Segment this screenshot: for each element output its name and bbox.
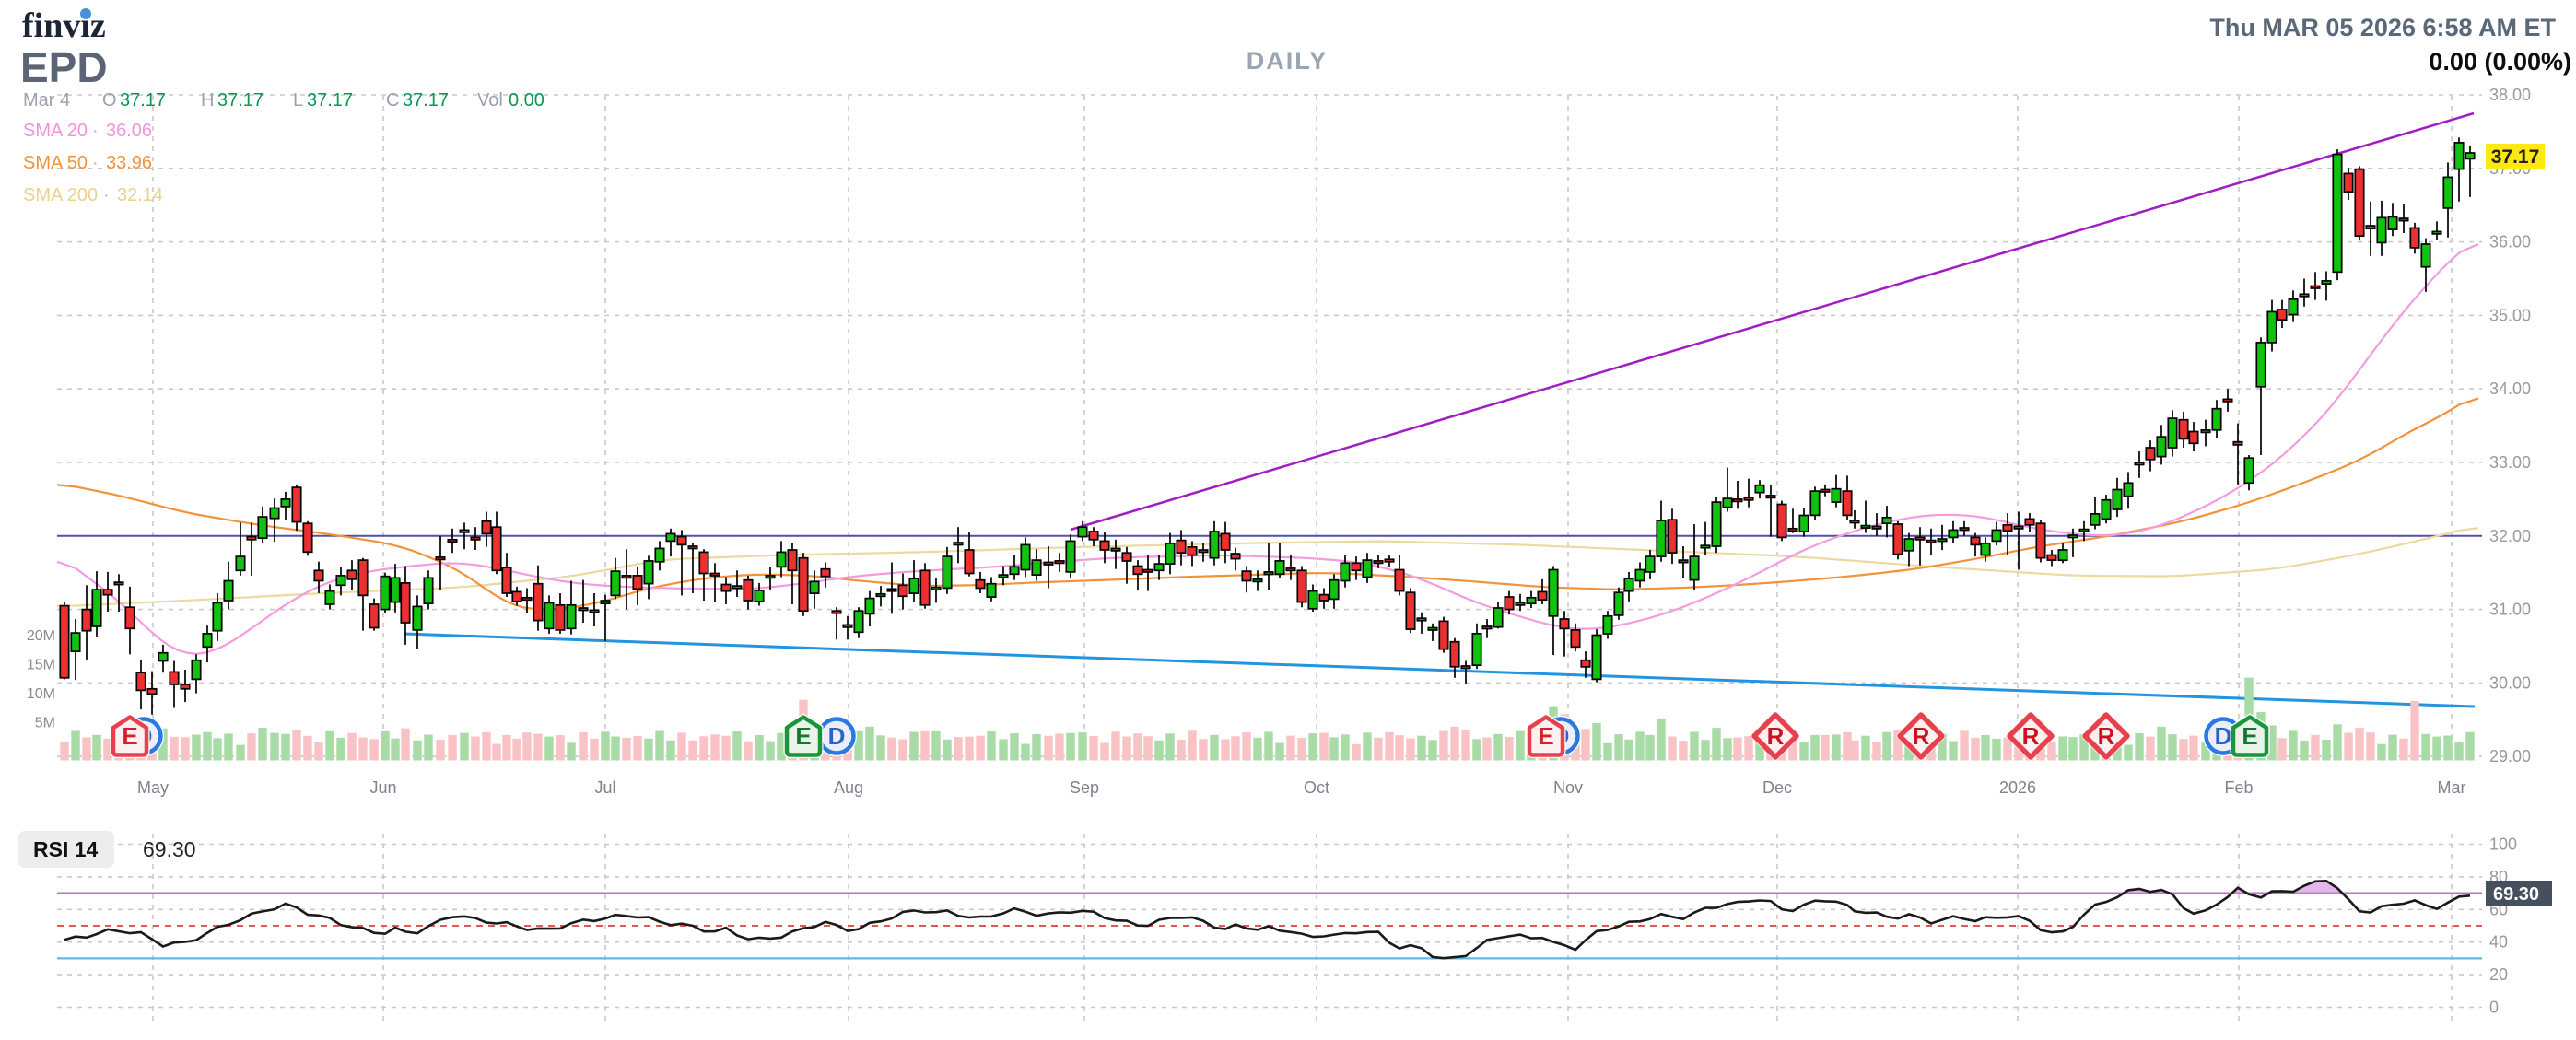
svg-text:R: R <box>1913 722 1930 750</box>
svg-text:R: R <box>2098 722 2115 750</box>
svg-text:Mar: Mar <box>2438 778 2466 797</box>
svg-text:38.00: 38.00 <box>2489 86 2531 104</box>
svg-text:May: May <box>137 778 169 797</box>
svg-text:37.17: 37.17 <box>403 90 449 111</box>
svg-text:E: E <box>122 722 137 750</box>
svg-text:O: O <box>102 90 117 111</box>
svg-text:DAILY: DAILY <box>1247 47 1329 75</box>
svg-text:Vol: Vol <box>477 90 503 111</box>
svg-text:H: H <box>201 90 214 111</box>
svg-text:31.00: 31.00 <box>2489 601 2531 619</box>
svg-text:C: C <box>386 90 399 111</box>
svg-text:35.00: 35.00 <box>2489 306 2531 324</box>
svg-text:30.00: 30.00 <box>2489 673 2531 692</box>
svg-text:69.30: 69.30 <box>2493 884 2539 905</box>
svg-text:37.17: 37.17 <box>2491 146 2540 168</box>
svg-text:33.00: 33.00 <box>2489 453 2531 472</box>
svg-text:29.00: 29.00 <box>2489 747 2531 765</box>
svg-text:36.00: 36.00 <box>2489 233 2531 251</box>
svg-text:Thu MAR 05 2026 6:58 AM ET: Thu MAR 05 2026 6:58 AM ET <box>2209 14 2556 41</box>
svg-text:D: D <box>828 722 846 750</box>
svg-text:EPD: EPD <box>20 43 108 91</box>
svg-text:0.00: 0.00 <box>509 90 544 111</box>
svg-text:SMA 20: SMA 20 <box>23 121 88 141</box>
svg-text:0.00 (0.00%): 0.00 (0.00%) <box>2429 48 2571 76</box>
svg-text:Jul: Jul <box>594 778 615 797</box>
svg-text:15M: 15M <box>27 658 55 673</box>
svg-text:SMA 50: SMA 50 <box>23 153 88 173</box>
svg-text:RSI 14: RSI 14 <box>33 837 99 861</box>
svg-text:33.96: 33.96 <box>106 153 152 173</box>
svg-text:34.00: 34.00 <box>2489 380 2531 398</box>
svg-text:E: E <box>795 722 811 750</box>
svg-text:20M: 20M <box>27 628 55 644</box>
svg-text:69.30: 69.30 <box>143 837 196 861</box>
svg-text:32.00: 32.00 <box>2489 527 2531 545</box>
svg-text:37.17: 37.17 <box>120 90 166 111</box>
svg-text:32.14: 32.14 <box>117 185 163 205</box>
svg-text:E: E <box>2242 722 2257 750</box>
svg-text:·: · <box>92 121 99 141</box>
svg-text:100: 100 <box>2489 836 2517 854</box>
svg-text:Dec: Dec <box>1762 778 1792 797</box>
svg-text:36.06: 36.06 <box>106 121 152 141</box>
svg-text:2026: 2026 <box>1999 778 2036 797</box>
svg-text:·: · <box>92 153 99 173</box>
svg-text:20: 20 <box>2489 965 2508 984</box>
svg-text:finvız: finvız <box>22 6 106 45</box>
svg-text:Feb: Feb <box>2224 778 2253 797</box>
svg-text:Jun: Jun <box>369 778 396 797</box>
svg-text:·: · <box>103 185 110 205</box>
svg-text:R: R <box>1767 722 1785 750</box>
svg-text:Mar 4: Mar 4 <box>23 90 70 111</box>
svg-text:Oct: Oct <box>1304 778 1329 797</box>
svg-text:37.17: 37.17 <box>217 90 263 111</box>
svg-text:D: D <box>2215 722 2232 750</box>
svg-text:E: E <box>1538 722 1553 750</box>
svg-text:Aug: Aug <box>834 778 863 797</box>
svg-text:40: 40 <box>2489 933 2508 952</box>
svg-text:R: R <box>2022 722 2040 750</box>
svg-text:L: L <box>293 90 303 111</box>
svg-text:37.17: 37.17 <box>307 90 353 111</box>
svg-text:SMA 200: SMA 200 <box>23 185 98 205</box>
svg-text:Sep: Sep <box>1070 778 1099 797</box>
svg-text:0: 0 <box>2489 999 2499 1017</box>
svg-text:10M: 10M <box>27 686 55 702</box>
svg-text:5M: 5M <box>35 716 55 731</box>
svg-text:Nov: Nov <box>1553 778 1583 797</box>
